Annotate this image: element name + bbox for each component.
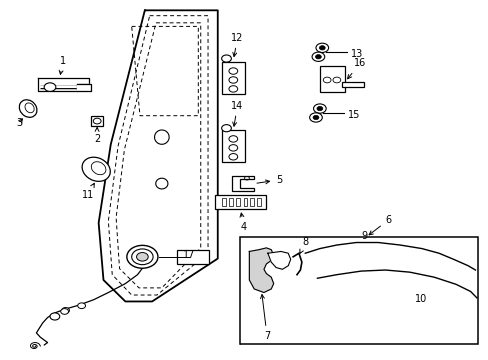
Bar bbox=[221, 130, 244, 162]
Polygon shape bbox=[91, 116, 103, 126]
Bar bbox=[222, 198, 225, 206]
Text: 13: 13 bbox=[350, 49, 362, 59]
Circle shape bbox=[316, 107, 322, 111]
Text: 11: 11 bbox=[81, 183, 94, 200]
Circle shape bbox=[313, 104, 325, 113]
Bar bbox=[221, 62, 244, 94]
Polygon shape bbox=[232, 176, 254, 191]
Circle shape bbox=[131, 249, 153, 265]
Ellipse shape bbox=[20, 100, 37, 117]
Text: 5: 5 bbox=[257, 175, 282, 185]
Text: 2: 2 bbox=[94, 127, 100, 144]
Bar bbox=[250, 198, 254, 206]
Text: 3: 3 bbox=[16, 118, 22, 129]
Bar bbox=[243, 198, 247, 206]
Bar bbox=[239, 237, 477, 344]
Ellipse shape bbox=[82, 157, 110, 181]
Text: 12: 12 bbox=[231, 33, 243, 57]
Circle shape bbox=[319, 46, 325, 50]
Circle shape bbox=[61, 309, 68, 314]
Circle shape bbox=[315, 43, 328, 53]
Text: 10: 10 bbox=[414, 294, 426, 304]
Circle shape bbox=[312, 115, 318, 120]
Text: 9: 9 bbox=[361, 231, 366, 241]
Circle shape bbox=[136, 252, 148, 261]
Circle shape bbox=[44, 83, 56, 91]
Text: 14: 14 bbox=[231, 100, 243, 126]
Circle shape bbox=[221, 125, 231, 132]
Polygon shape bbox=[38, 78, 89, 91]
Polygon shape bbox=[77, 84, 91, 91]
Text: 6: 6 bbox=[368, 215, 391, 235]
Bar bbox=[177, 249, 208, 264]
Polygon shape bbox=[341, 82, 363, 87]
Text: 1: 1 bbox=[59, 56, 66, 75]
Bar bbox=[215, 195, 266, 209]
Circle shape bbox=[61, 307, 69, 313]
Circle shape bbox=[309, 113, 322, 122]
Text: 4: 4 bbox=[240, 213, 246, 232]
Circle shape bbox=[126, 246, 158, 268]
Circle shape bbox=[315, 55, 321, 59]
Bar bbox=[235, 198, 239, 206]
Polygon shape bbox=[267, 251, 290, 269]
Text: 17: 17 bbox=[183, 250, 195, 260]
Circle shape bbox=[78, 303, 85, 309]
Polygon shape bbox=[249, 248, 273, 293]
Bar bbox=[319, 66, 345, 93]
Text: 16: 16 bbox=[347, 58, 366, 79]
Circle shape bbox=[221, 55, 231, 62]
Bar bbox=[228, 198, 232, 206]
Circle shape bbox=[50, 313, 60, 320]
Text: 8: 8 bbox=[299, 237, 308, 253]
Text: 15: 15 bbox=[347, 110, 360, 120]
Bar bbox=[257, 198, 261, 206]
Text: 7: 7 bbox=[260, 294, 270, 341]
Circle shape bbox=[311, 52, 324, 62]
